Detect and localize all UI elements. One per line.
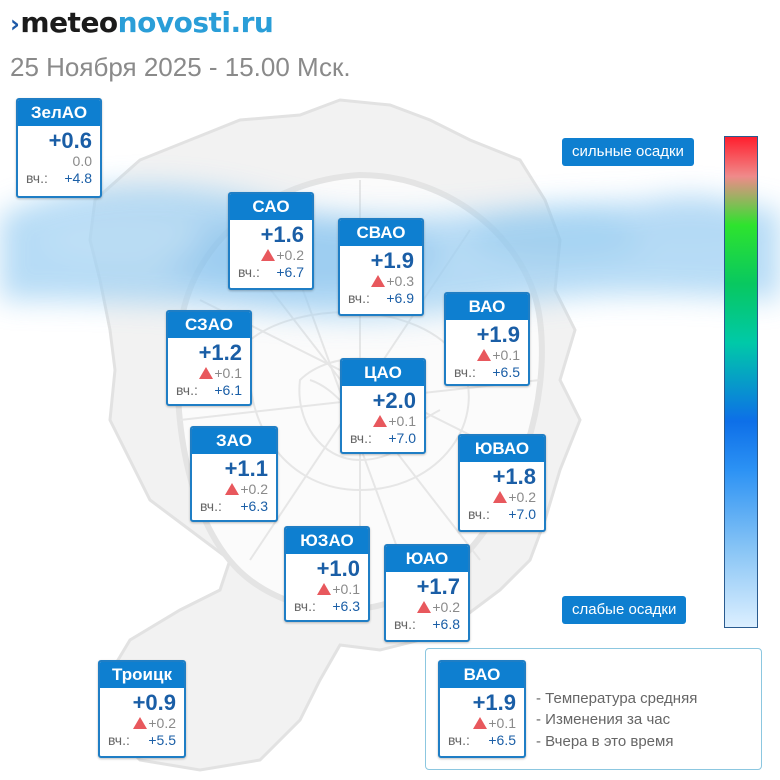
district-temp: +0.6 <box>48 128 92 153</box>
district-name: ЮАО <box>386 546 468 572</box>
district-name: ВАО <box>446 294 528 320</box>
district-card-cao: ЦАО +2.0 +0.1 вч.: +7.0 <box>340 358 426 454</box>
district-delta: +0.1 <box>440 715 524 731</box>
up-triangle-icon <box>317 583 332 595</box>
district-delta: +0.2 <box>192 481 276 497</box>
district-yesterday: вч.: +4.8 <box>26 170 92 186</box>
up-triangle-icon <box>493 491 508 503</box>
district-card-yuao: ЮАО +1.7 +0.2 вч.: +6.8 <box>384 544 470 642</box>
district-card-sao: САО +1.6 +0.2 вч.: +6.7 <box>228 192 314 290</box>
up-triangle-icon <box>199 367 214 379</box>
district-name: ЮВАО <box>460 436 544 462</box>
datetime-subtitle: 25 Ноября 2025 - 15.00 Мск. <box>10 52 351 82</box>
precipitation-scale-bar <box>724 136 758 628</box>
district-delta: +0.1 <box>286 581 368 597</box>
legend-line-temp: - Температура средняя <box>536 690 698 707</box>
district-yesterday: вч.: +6.3 <box>294 598 360 614</box>
district-yesterday: вч.: +6.8 <box>394 616 460 632</box>
district-name: ЮЗАО <box>286 528 368 554</box>
district-temp: +1.6 <box>260 222 304 247</box>
district-temp: +2.0 <box>372 388 416 413</box>
district-name: ЗАО <box>192 428 276 454</box>
district-name: ВАО <box>440 662 524 688</box>
district-delta: +0.3 <box>340 273 422 289</box>
district-name: ЗелАО <box>18 100 100 126</box>
district-delta: +0.2 <box>460 489 544 505</box>
district-yesterday: вч.: +6.7 <box>238 264 304 280</box>
district-delta: 0.0 <box>72 153 92 169</box>
site-logo: ›meteonovosti.ru <box>10 6 274 39</box>
district-card-yuzao: ЮЗАО +1.0 +0.1 вч.: +6.3 <box>284 526 370 622</box>
district-yesterday: вч.: +7.0 <box>468 506 536 522</box>
district-yesterday: вч.: +6.3 <box>200 498 268 514</box>
logo-mark: › <box>10 10 20 38</box>
district-card-vao: ВАО +1.9 +0.1 вч.: +6.5 <box>444 292 530 386</box>
district-name: СВАО <box>340 220 422 246</box>
up-triangle-icon <box>473 717 488 729</box>
district-delta: +0.2 <box>100 715 184 731</box>
district-temp: +0.9 <box>132 690 176 715</box>
district-yesterday: вч.: +6.9 <box>348 290 414 306</box>
district-card-zao: ЗАО +1.1 +0.2 вч.: +6.3 <box>190 426 278 522</box>
up-triangle-icon <box>417 601 432 613</box>
logo-part-novosti: novosti.ru <box>117 6 274 39</box>
district-card-troitsk: Троицк +0.9 +0.2 вч.: +5.5 <box>98 660 186 758</box>
legend-line-yesterday: - Вчера в это время <box>536 733 674 750</box>
district-temp: +1.0 <box>316 556 360 581</box>
district-delta: +0.2 <box>230 247 312 263</box>
district-delta: +0.1 <box>168 365 250 381</box>
district-card-svao: СВАО +1.9 +0.3 вч.: +6.9 <box>338 218 424 316</box>
district-temp: +1.9 <box>472 690 516 715</box>
up-triangle-icon <box>225 483 240 495</box>
precip-weak-label: слабые осадки <box>562 596 687 624</box>
district-card-szao: СЗАО +1.2 +0.1 вч.: +6.1 <box>166 310 252 406</box>
district-yesterday: вч.: +6.5 <box>448 732 516 748</box>
district-delta: +0.2 <box>386 599 468 615</box>
district-temp: +1.2 <box>198 340 242 365</box>
district-delta: +0.1 <box>446 347 528 363</box>
district-temp: +1.7 <box>416 574 460 599</box>
district-delta: +0.1 <box>342 413 424 429</box>
district-name: САО <box>230 194 312 220</box>
district-temp: +1.1 <box>224 456 268 481</box>
up-triangle-icon <box>477 349 492 361</box>
district-yesterday: вч.: +7.0 <box>350 430 416 446</box>
district-card-yuvao: ЮВАО +1.8 +0.2 вч.: +7.0 <box>458 434 546 532</box>
district-card-zelao: ЗелАО +0.6 0.0 вч.: +4.8 <box>16 98 102 198</box>
district-name: ЦАО <box>342 360 424 386</box>
district-yesterday: вч.: +5.5 <box>108 732 176 748</box>
up-triangle-icon <box>373 415 388 427</box>
district-temp: +1.9 <box>476 322 520 347</box>
district-name: Троицк <box>100 662 184 688</box>
district-temp: +1.9 <box>370 248 414 273</box>
up-triangle-icon <box>371 275 386 287</box>
legend-line-change: - Изменения за час <box>536 711 671 728</box>
district-name: СЗАО <box>168 312 250 338</box>
precip-strong-label: сильные осадки <box>562 138 694 166</box>
legend-sample-card: ВАО +1.9 +0.1 вч.: +6.5 <box>438 660 526 758</box>
district-temp: +1.8 <box>492 464 536 489</box>
district-yesterday: вч.: +6.5 <box>454 364 520 380</box>
up-triangle-icon <box>133 717 148 729</box>
logo-part-meteo: meteo <box>20 6 118 39</box>
district-yesterday: вч.: +6.1 <box>176 382 242 398</box>
up-triangle-icon <box>261 249 276 261</box>
